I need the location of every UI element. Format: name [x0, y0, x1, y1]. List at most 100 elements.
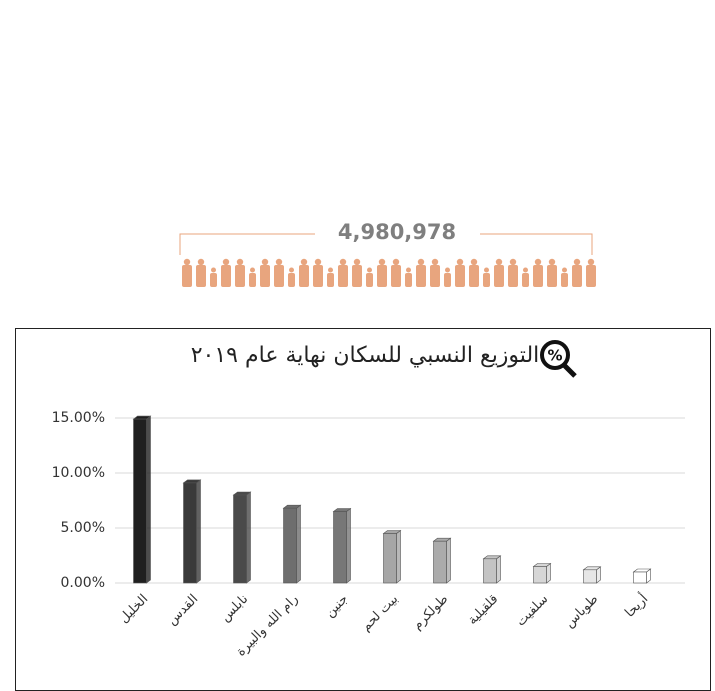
people-icons — [182, 259, 596, 287]
person-head — [301, 259, 307, 265]
person-head — [223, 259, 229, 265]
person-head — [562, 268, 567, 273]
person-head — [445, 268, 450, 273]
person-head — [574, 259, 580, 265]
person-body — [366, 273, 373, 287]
person-body — [533, 265, 543, 287]
x-tick-label: الخليل — [117, 592, 152, 627]
person-head — [340, 259, 346, 265]
y-tick-label: 10.00% — [52, 465, 105, 481]
person-head — [588, 259, 594, 265]
person-body — [327, 273, 334, 287]
person-head — [393, 259, 399, 265]
person-head — [262, 259, 268, 265]
icon-label: % — [547, 347, 562, 365]
person-body — [430, 265, 440, 287]
person-head — [237, 259, 243, 265]
y-tick-label: 0.00% — [61, 575, 105, 591]
person-body — [391, 265, 401, 287]
person-head — [328, 268, 333, 273]
person-head — [406, 268, 411, 273]
bar — [534, 567, 547, 584]
person-head — [510, 259, 516, 265]
bar — [184, 483, 197, 583]
x-tick-label: أريحا — [621, 590, 651, 620]
y-tick-label: 15.00% — [52, 410, 105, 426]
person-body — [338, 265, 348, 287]
person-head — [379, 259, 385, 265]
person-head — [184, 259, 190, 265]
person-head — [211, 268, 216, 273]
person-body — [182, 265, 192, 287]
person-body — [586, 265, 596, 287]
bar — [434, 541, 447, 583]
bar — [284, 508, 297, 583]
x-tick-label: بيت لحم — [359, 592, 402, 635]
bar-side — [297, 505, 301, 583]
x-tick-label: طوباس — [562, 592, 601, 631]
page: 4,980,978 التوزيع النسبي للسكان نهاية عا… — [0, 0, 715, 691]
person-head — [198, 259, 204, 265]
x-tick-label: طولكرم — [410, 592, 451, 633]
bar — [484, 559, 497, 583]
person-body — [210, 273, 217, 287]
x-tick-label: القدس — [165, 592, 202, 629]
person-body — [299, 265, 309, 287]
bar-side — [147, 416, 151, 583]
person-head — [276, 259, 282, 265]
person-head — [457, 259, 463, 265]
person-body — [260, 265, 270, 287]
person-head — [315, 259, 321, 265]
x-tick-label: جنين — [322, 592, 351, 621]
bar-side — [497, 556, 501, 583]
bar — [584, 570, 597, 583]
person-body — [352, 265, 362, 287]
x-tick-label: نابلس — [218, 592, 251, 625]
person-body — [469, 265, 479, 287]
person-body — [455, 265, 465, 287]
chart-title: التوزيع النسبي للسكان نهاية عام ٢٠١٩ — [191, 343, 540, 368]
bar — [134, 419, 147, 583]
person-body — [249, 273, 256, 287]
person-body — [235, 265, 245, 287]
person-body — [313, 265, 323, 287]
bar — [234, 495, 247, 583]
bar-side — [447, 538, 451, 583]
x-tick-label: سلفيت — [513, 592, 551, 630]
magnifier-handle — [564, 365, 575, 376]
bar — [384, 534, 397, 584]
person-body — [288, 273, 295, 287]
person-head — [496, 259, 502, 265]
bar-side — [197, 480, 201, 583]
person-head — [250, 268, 255, 273]
bar — [334, 512, 347, 584]
person-body — [547, 265, 557, 287]
chart-frame — [16, 329, 711, 691]
person-head — [535, 259, 541, 265]
person-head — [432, 259, 438, 265]
person-body — [416, 265, 426, 287]
person-head — [523, 268, 528, 273]
person-head — [289, 268, 294, 273]
person-body — [572, 265, 582, 287]
person-body — [405, 273, 412, 287]
person-head — [549, 259, 555, 265]
bar-side — [397, 531, 401, 584]
person-body — [561, 273, 568, 287]
person-head — [367, 268, 372, 273]
person-head — [354, 259, 360, 265]
person-body — [483, 273, 490, 287]
person-head — [471, 259, 477, 265]
total-population: 4,980,978 — [338, 220, 456, 244]
person-body — [221, 265, 231, 287]
person-body — [522, 273, 529, 287]
bar-side — [347, 509, 351, 584]
person-head — [418, 259, 424, 265]
y-tick-label: 5.00% — [61, 520, 105, 536]
person-body — [508, 265, 518, 287]
person-body — [444, 273, 451, 287]
x-tick-label: قلقيلية — [465, 592, 501, 628]
person-body — [196, 265, 206, 287]
person-body — [377, 265, 387, 287]
